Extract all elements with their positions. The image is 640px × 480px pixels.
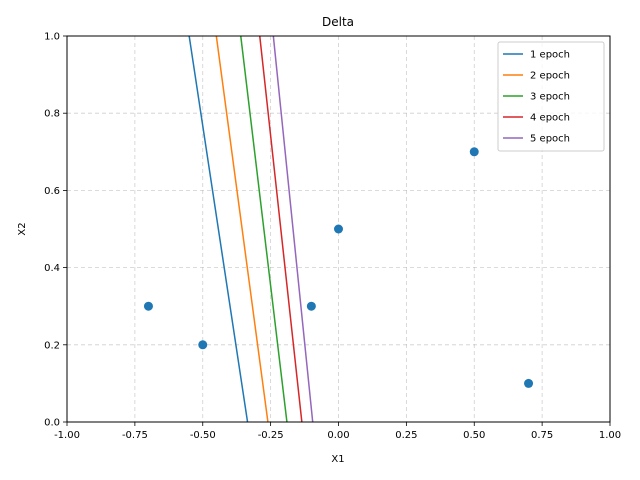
legend-box — [497, 41, 605, 152]
y-axis-label: X2 — [17, 222, 28, 235]
y-tick-label: 0.6 — [44, 186, 60, 197]
legend-label: 3 epoch — [530, 92, 570, 103]
series-line-4 — [259, 35, 303, 423]
y-tick-label: 0.2 — [44, 340, 60, 351]
scatter-point — [143, 301, 153, 311]
x-tick-label: 0.25 — [395, 430, 417, 441]
scatter-points — [143, 147, 534, 388]
scatter-point — [198, 340, 208, 350]
scatter-point — [524, 378, 534, 388]
x-axis-ticks: -1.00 -0.75 -0.50 -0.25 0.00 0.25 0.50 0.75 1.00 — [54, 422, 621, 441]
chart-title: Delta — [322, 15, 354, 29]
scatter-point — [469, 147, 479, 157]
x-tick-label: -1.00 — [54, 430, 80, 441]
y-tick-label: 0.8 — [44, 109, 60, 120]
y-axis-ticks: 0.0 0.2 0.4 0.6 0.8 1.0 — [44, 32, 67, 429]
y-tick-label: 0.4 — [44, 263, 60, 274]
x-tick-label: -0.50 — [190, 430, 216, 441]
x-tick-label: 0.75 — [531, 430, 553, 441]
legend: 1 epoch 2 epoch 3 epoch 4 epoch 5 epoch — [497, 41, 605, 152]
x-tick-label: -0.75 — [122, 430, 148, 441]
legend-label: 5 epoch — [530, 134, 570, 145]
series-line-1 — [188, 35, 249, 423]
legend-label: 4 epoch — [530, 113, 570, 124]
series-line-3 — [240, 35, 288, 423]
x-tick-label: 1.00 — [599, 430, 621, 441]
x-tick-label: 0.00 — [327, 430, 349, 441]
x-tick-label: -0.25 — [258, 430, 284, 441]
scatter-point — [334, 224, 343, 234]
x-tick-label: 0.50 — [463, 430, 485, 441]
y-tick-label: 1.0 — [44, 32, 60, 43]
x-axis-label: X1 — [331, 454, 344, 465]
y-tick-label: 0.0 — [44, 418, 60, 429]
legend-label: 2 epoch — [530, 71, 570, 82]
legend-label: 1 epoch — [530, 50, 570, 61]
scatter-point — [306, 301, 316, 311]
series-lines — [188, 35, 314, 423]
series-line-5 — [272, 35, 314, 423]
series-line-2 — [215, 35, 269, 423]
